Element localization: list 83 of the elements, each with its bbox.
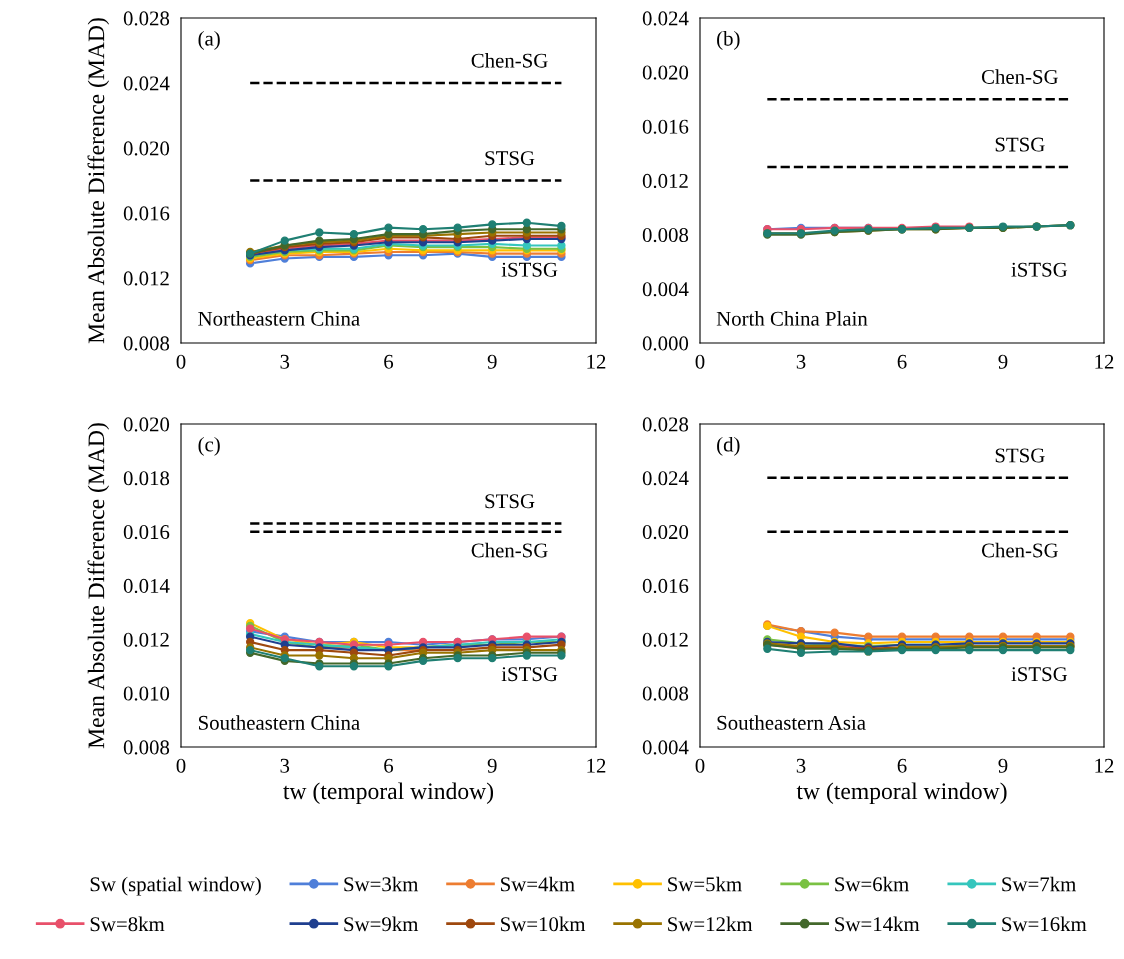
y-tick-label: 0.008 — [642, 228, 689, 243]
x-tick-label: 6 — [384, 758, 394, 773]
x-tick-label: 9 — [998, 354, 1008, 369]
x-tick-label: 9 — [487, 758, 497, 773]
annotation: Southeastern Asia — [717, 715, 866, 730]
y-tick-label: 0.012 — [123, 632, 169, 647]
x-tick-label: 0 — [176, 758, 186, 773]
y-tick-label: 0.016 — [123, 206, 170, 221]
annotation: iSTSG — [501, 262, 558, 277]
ref-line-label: Chen-SG — [981, 69, 1058, 84]
y-tick-label: 0.008 — [123, 336, 170, 351]
annotation: (a) — [198, 31, 220, 50]
y-axis-title: Mean Absolute Difference (MAD) — [87, 423, 110, 749]
legend-label: Sw=12km — [668, 916, 753, 932]
y-tick-label: 0.004 — [642, 740, 689, 755]
annotation: (c) — [198, 436, 220, 456]
y-tick-label: 0.012 — [123, 271, 169, 286]
ref-line-label: STSG — [995, 448, 1045, 463]
y-tick-label: 0.024 — [642, 471, 689, 486]
y-tick-label: 0.028 — [123, 11, 170, 26]
ref-line-label: STSG — [485, 151, 535, 166]
ref-line-label: Chen-SG — [981, 542, 1058, 558]
legend-label: Sw=3km — [344, 876, 419, 892]
x-tick-label: 0 — [176, 354, 186, 369]
legend-label: Sw=8km — [90, 916, 165, 932]
x-tick-label: 3 — [796, 354, 806, 369]
ref-line-label: STSG — [995, 137, 1045, 152]
x-tick-label: 0 — [695, 354, 705, 369]
legend-label: Sw=6km — [835, 876, 909, 892]
y-tick-label: 0.008 — [642, 686, 689, 701]
x-tick-label: 3 — [280, 758, 290, 773]
annotation: iSTSG — [501, 667, 558, 682]
y-tick-label: 0.024 — [642, 11, 689, 26]
x-tick-label: 0 — [695, 758, 705, 773]
y-tick-label: 0.008 — [123, 740, 170, 755]
y-tick-label: 0.012 — [642, 632, 688, 647]
x-tick-label: 6 — [897, 758, 907, 773]
x-tick-label: 12 — [587, 354, 606, 369]
x-tick-label: 3 — [280, 354, 290, 369]
ref-line-label: Chen-SG — [471, 542, 548, 558]
y-axis-title: Mean Absolute Difference (MAD) — [87, 18, 110, 344]
legend-label: Sw=7km — [1002, 876, 1077, 892]
y-tick-label: 0.024 — [123, 76, 170, 91]
annotation: North China Plain — [716, 311, 868, 326]
legend-label: Sw=4km — [501, 876, 575, 892]
annotation: Northeastern China — [198, 311, 360, 326]
x-tick-label: 9 — [487, 354, 497, 369]
y-tick-label: 0.018 — [123, 471, 170, 486]
legend-title: Sw (spatial window) — [90, 876, 261, 896]
annotation: iSTSG — [1011, 262, 1068, 277]
x-tick-label: 6 — [897, 354, 907, 369]
y-tick-label: 0.016 — [642, 578, 689, 594]
y-tick-label: 0.020 — [642, 65, 689, 80]
legend-label: Sw=10km — [501, 916, 586, 932]
legend-label: Sw=9km — [344, 916, 419, 932]
y-tick-label: 0.000 — [642, 336, 689, 351]
annotation: Southeastern China — [198, 715, 360, 730]
y-tick-label: 0.016 — [123, 525, 170, 540]
y-tick-label: 0.004 — [642, 282, 689, 297]
y-tick-label: 0.020 — [123, 141, 170, 156]
y-tick-label: 0.028 — [642, 417, 689, 432]
annotation: (b) — [717, 31, 740, 50]
y-tick-label: 0.012 — [642, 173, 688, 189]
x-tick-label: 12 — [587, 758, 606, 773]
annotation: (d) — [717, 436, 740, 456]
x-tick-label: 3 — [796, 758, 806, 773]
y-tick-label: 0.020 — [642, 525, 689, 540]
x-tick-label: 9 — [998, 758, 1008, 773]
y-tick-label: 0.014 — [123, 578, 170, 594]
legend-label: Sw=14km — [835, 916, 920, 932]
x-tick-label: 6 — [384, 354, 394, 369]
x-tick-label: 12 — [1095, 354, 1114, 369]
y-tick-label: 0.010 — [123, 686, 170, 701]
ref-line-label: STSG — [485, 494, 535, 509]
legend-label: Sw=5km — [668, 876, 742, 892]
y-tick-label: 0.016 — [642, 119, 689, 134]
ref-line-label: Chen-SG — [471, 53, 548, 68]
legend-label: Sw=16km — [1002, 916, 1087, 932]
annotation: iSTSG — [1011, 667, 1068, 682]
y-tick-label: 0.020 — [123, 417, 170, 432]
x-axis-title: tw (temporal window) — [796, 782, 1007, 804]
x-tick-label: 12 — [1095, 758, 1114, 773]
x-axis-title: tw (temporal window) — [283, 782, 494, 804]
